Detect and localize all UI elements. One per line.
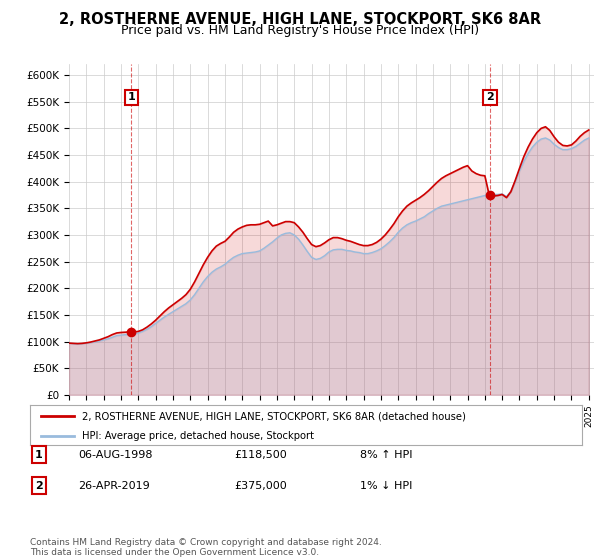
Text: 1: 1	[128, 92, 135, 102]
Text: 2: 2	[35, 480, 43, 491]
Text: £375,000: £375,000	[234, 480, 287, 491]
Text: 1: 1	[35, 450, 43, 460]
Text: 2, ROSTHERNE AVENUE, HIGH LANE, STOCKPORT, SK6 8AR: 2, ROSTHERNE AVENUE, HIGH LANE, STOCKPOR…	[59, 12, 541, 27]
Text: £118,500: £118,500	[234, 450, 287, 460]
Text: Contains HM Land Registry data © Crown copyright and database right 2024.
This d: Contains HM Land Registry data © Crown c…	[30, 538, 382, 557]
Text: 1% ↓ HPI: 1% ↓ HPI	[360, 480, 412, 491]
Text: 2: 2	[486, 92, 494, 102]
Text: 8% ↑ HPI: 8% ↑ HPI	[360, 450, 413, 460]
Text: 26-APR-2019: 26-APR-2019	[78, 480, 150, 491]
Text: 06-AUG-1998: 06-AUG-1998	[78, 450, 152, 460]
Text: 2, ROSTHERNE AVENUE, HIGH LANE, STOCKPORT, SK6 8AR (detached house): 2, ROSTHERNE AVENUE, HIGH LANE, STOCKPOR…	[82, 411, 466, 421]
Text: HPI: Average price, detached house, Stockport: HPI: Average price, detached house, Stoc…	[82, 431, 314, 441]
Text: Price paid vs. HM Land Registry's House Price Index (HPI): Price paid vs. HM Land Registry's House …	[121, 24, 479, 37]
